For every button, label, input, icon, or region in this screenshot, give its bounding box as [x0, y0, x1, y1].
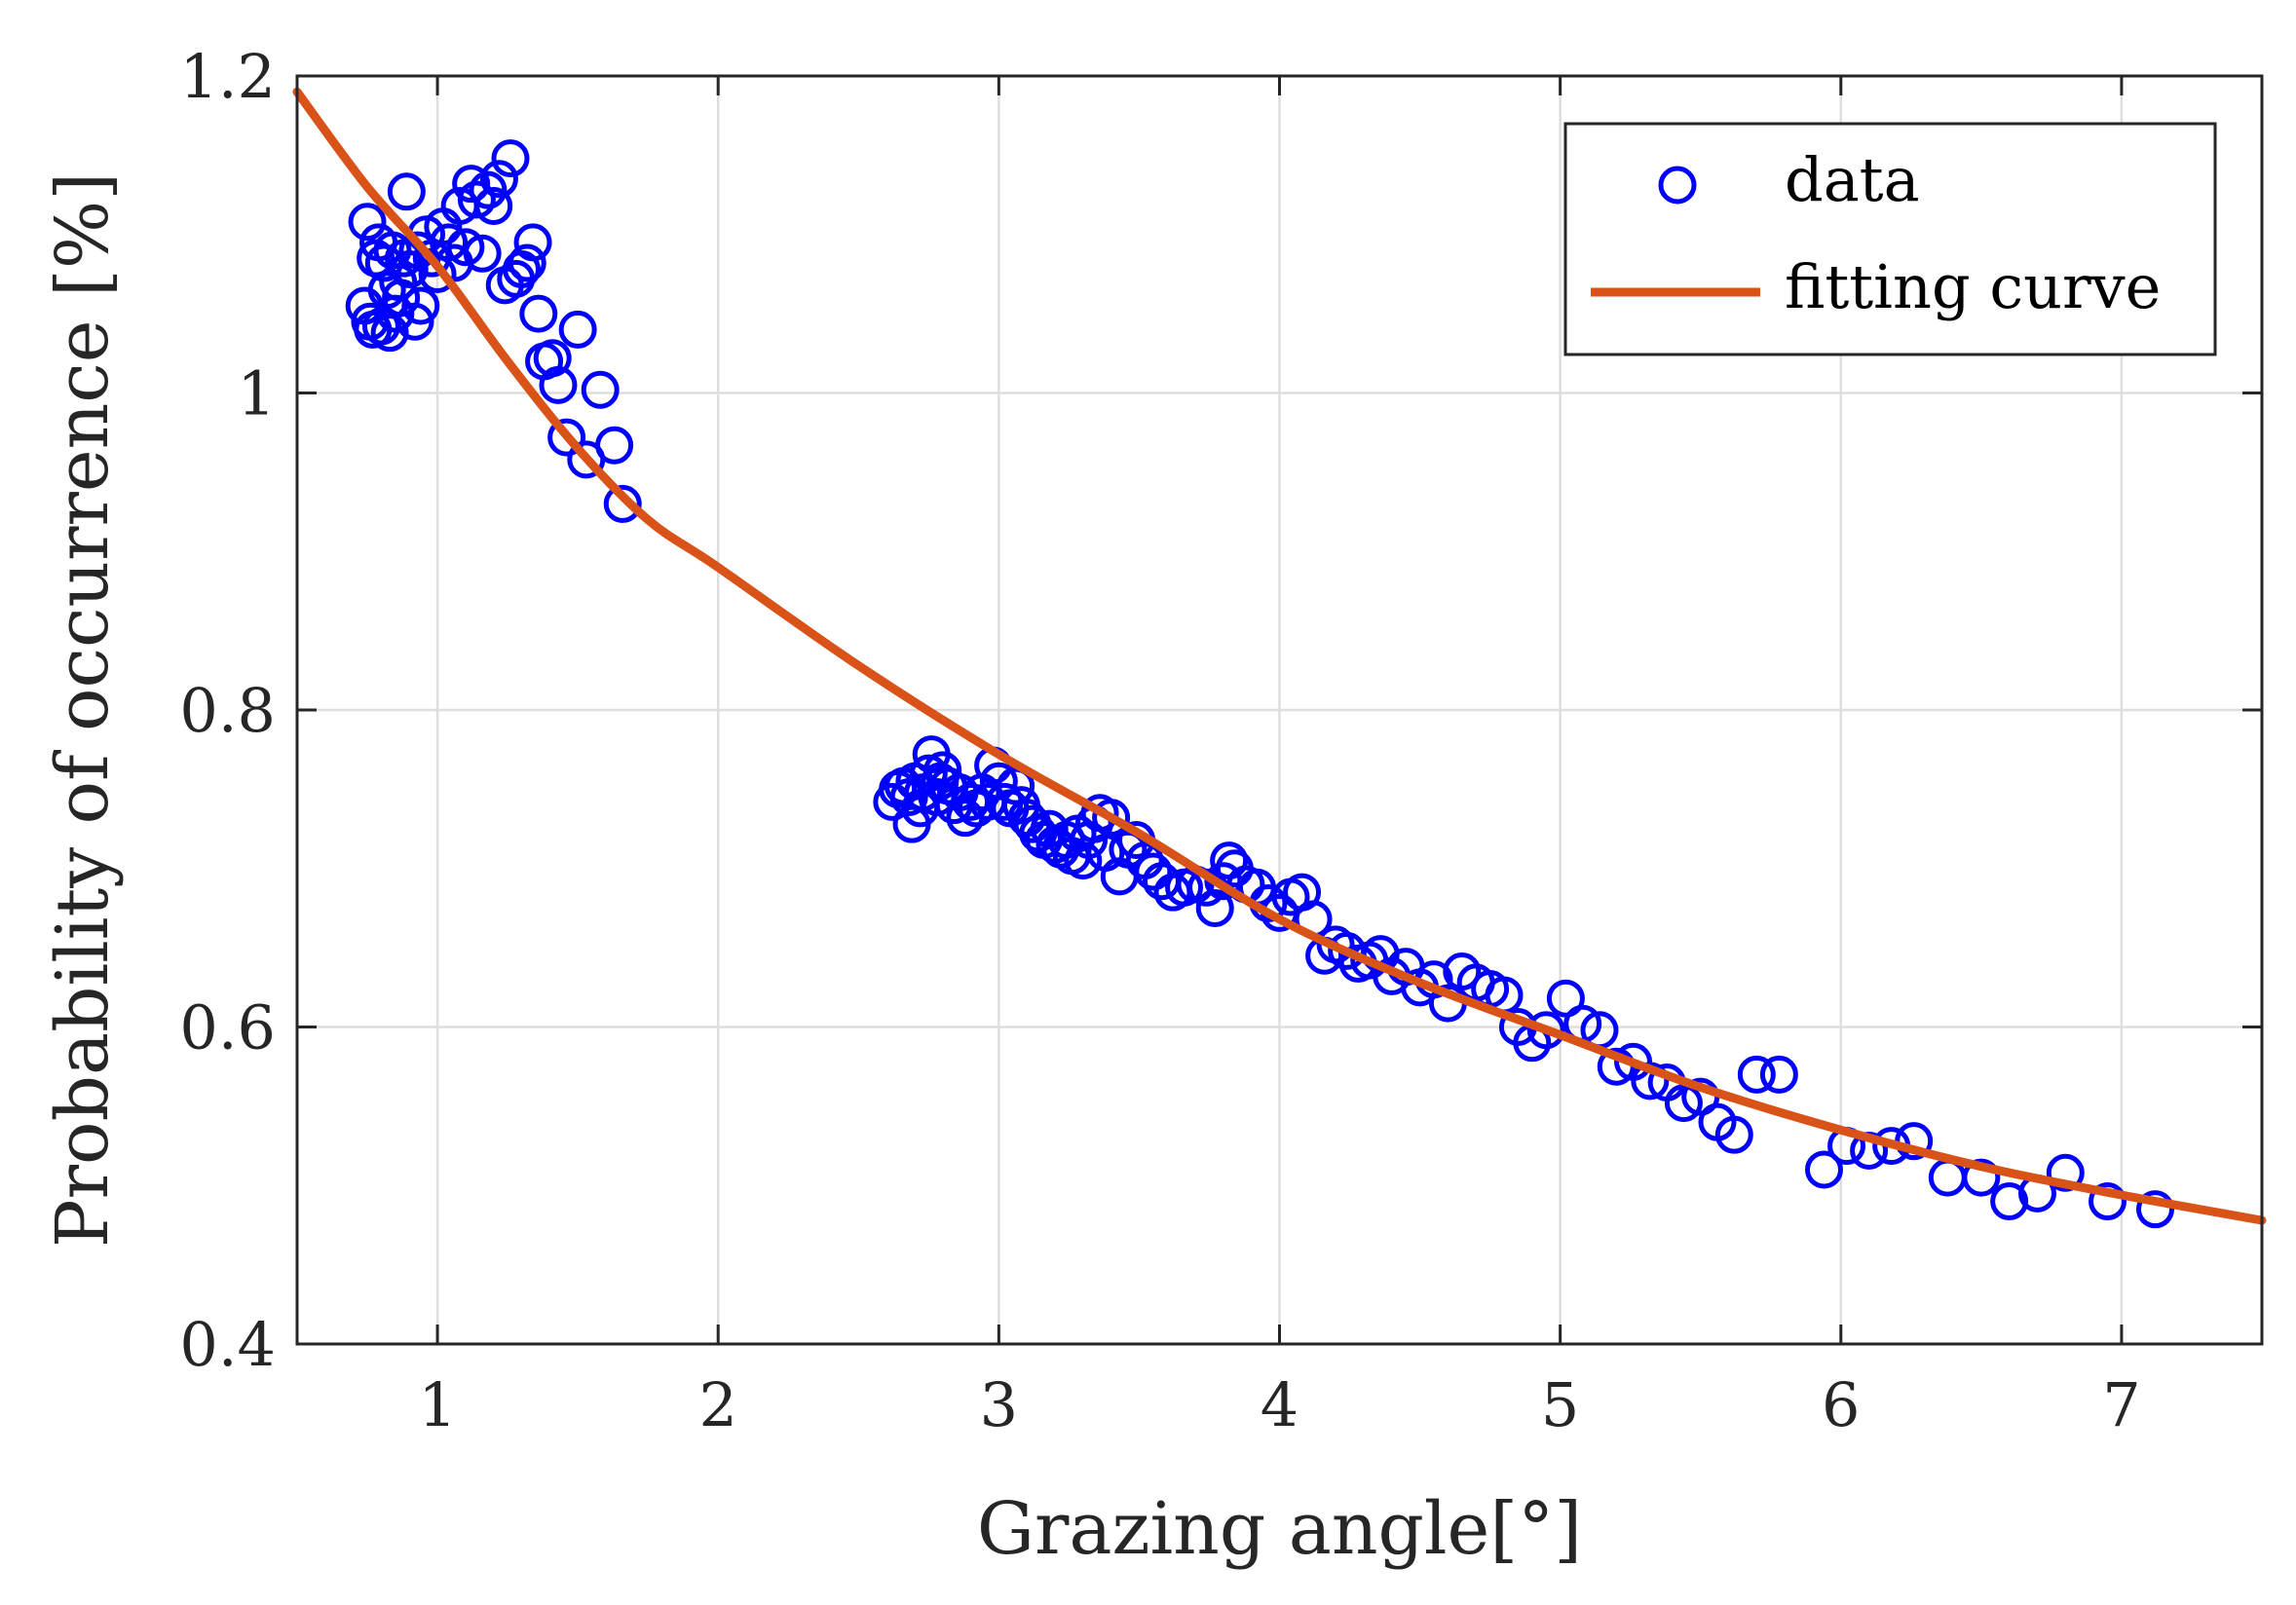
- data-point: [379, 263, 418, 302]
- data-point: [1804, 1150, 1843, 1189]
- data-point: [469, 170, 508, 209]
- x-axis-label: Grazing angle[°]: [977, 1487, 1582, 1571]
- data-point: [1092, 799, 1131, 838]
- data-point: [2089, 1182, 2127, 1221]
- data-point: [1664, 1084, 1703, 1123]
- x-tick-label: 7: [2102, 1369, 2140, 1440]
- data-point: [1526, 1011, 1565, 1050]
- x-tick-label: 1: [418, 1369, 456, 1440]
- data-point: [1737, 1055, 1776, 1094]
- data-point: [370, 314, 409, 353]
- ticks: [297, 74, 2262, 1346]
- y-axis-label: Probability of occurrence [%]: [41, 172, 125, 1248]
- data-point: [519, 294, 558, 333]
- y-tick-label: 0.4: [179, 1309, 276, 1380]
- x-tick-label: 3: [980, 1369, 1018, 1440]
- legend: data fitting curve: [1563, 122, 2217, 356]
- data-point: [1195, 888, 1234, 927]
- data-point: [1546, 979, 1585, 1018]
- data-point: [581, 370, 620, 409]
- x-tick-label: 5: [1541, 1369, 1579, 1440]
- data-point: [1134, 852, 1173, 891]
- data-point: [513, 223, 552, 262]
- data-point: [395, 302, 434, 341]
- data-point: [479, 160, 518, 199]
- data-point: [533, 339, 572, 378]
- data-point: [348, 203, 387, 242]
- legend-box: [1563, 122, 2217, 356]
- y-tick-label: 0.8: [179, 675, 276, 746]
- data-point: [547, 418, 586, 457]
- data-point: [387, 172, 426, 211]
- legend-marker-data: [1658, 166, 1697, 205]
- data-point: [463, 234, 502, 273]
- data-point: [2136, 1190, 2175, 1229]
- data-point: [508, 243, 546, 282]
- data-point: [1714, 1115, 1753, 1154]
- y-tick-label: 1: [238, 358, 276, 429]
- x-tick-label: 2: [698, 1369, 736, 1440]
- data-point: [1759, 1055, 1798, 1094]
- data-point: [457, 180, 496, 219]
- data-point: [1064, 841, 1103, 880]
- data-point: [1962, 1158, 2001, 1197]
- data-point: [452, 165, 491, 204]
- tick-labels: 1 2 3 4 5 6 7 0.4 0.6 0.8 1 1.2: [179, 41, 2140, 1440]
- data-point: [491, 139, 530, 178]
- data-point: [474, 186, 513, 225]
- data-point: [401, 286, 440, 325]
- series-layer: [292, 87, 2267, 1229]
- data-point: [2046, 1153, 2085, 1192]
- data-point: [539, 365, 578, 404]
- data-point: [558, 310, 597, 349]
- data-point: [1631, 1062, 1670, 1101]
- data-point: [603, 484, 642, 523]
- data-point: [1990, 1182, 2029, 1221]
- data-point: [595, 426, 634, 465]
- y-tick-label: 0.6: [179, 992, 276, 1064]
- legend-label-fitting-curve: fitting curve: [1785, 251, 2161, 322]
- y-tick-label: 1.2: [179, 41, 276, 112]
- fitting-curve-line: [292, 87, 2267, 1225]
- data-point: [446, 228, 485, 267]
- legend-label-data: data: [1785, 144, 1920, 215]
- x-tick-label: 4: [1261, 1369, 1299, 1440]
- data-point: [430, 223, 469, 262]
- data-point: [390, 250, 429, 289]
- x-tick-label: 6: [1822, 1369, 1860, 1440]
